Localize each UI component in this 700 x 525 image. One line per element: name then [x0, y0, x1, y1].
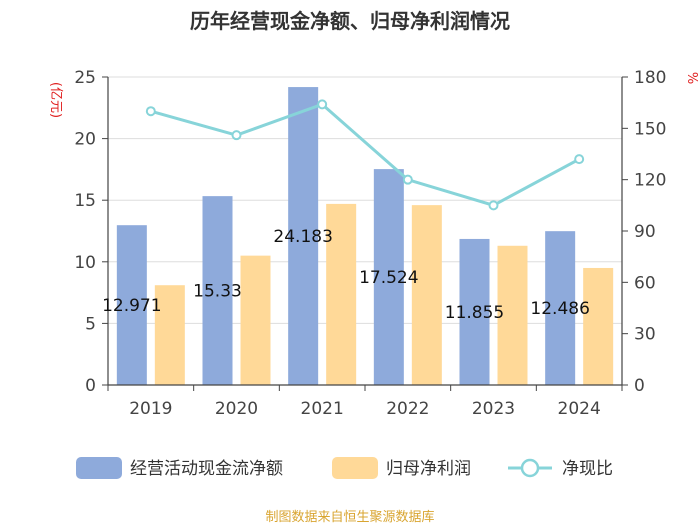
bar-operating-cashflow — [116, 225, 147, 385]
bar-net-profit — [411, 205, 442, 385]
legend-swatch-netprofit — [332, 457, 378, 479]
x-tick-label: 2022 — [386, 399, 429, 419]
y-left-tick-label: 25 — [74, 68, 96, 88]
legend-label-ratio: 净现比 — [562, 459, 613, 479]
bar-net-profit — [154, 285, 185, 385]
ratio-point — [317, 99, 328, 110]
x-tick-label: 2023 — [472, 399, 515, 419]
legend-label-cashflow: 经营活动现金流净额 — [130, 459, 283, 479]
grid — [108, 76, 622, 324]
y-left-tick-label: 0 — [85, 376, 96, 396]
bar-data-label: 24.183 — [273, 227, 332, 247]
bar-data-label: 12.486 — [530, 299, 589, 319]
x-tick-label: 2021 — [301, 399, 344, 419]
legend-swatch-cashflow — [76, 457, 122, 479]
bar-operating-cashflow — [545, 231, 576, 385]
y-left-tick-label: 15 — [74, 191, 96, 211]
source-note: 制图数据来自恒生聚源数据库 — [265, 509, 434, 525]
y-right-tick-label: 180 — [634, 68, 666, 88]
legend: 经营活动现金流净额 归母净利润 净现比 — [76, 457, 613, 479]
axes: 0 5 10 15 20 25 0 30 60 90 120 150 180 2019 2020 2021 20… — [74, 68, 666, 419]
x-tick-label: 2020 — [215, 399, 258, 419]
y-right-tick-label: 150 — [634, 119, 666, 139]
bar-net-profit — [583, 267, 614, 385]
x-tick-label: 2019 — [129, 399, 172, 419]
y-right-tick-label: 30 — [634, 325, 656, 345]
bar-data-label: 17.524 — [359, 268, 418, 288]
ratio-point — [488, 200, 499, 211]
y-left-tick-label: 5 — [85, 314, 96, 334]
ratio-line — [145, 99, 585, 211]
bar-net-profit — [326, 203, 357, 385]
bar-data-label: 15.33 — [193, 282, 242, 302]
chart-title: 历年经营现金净额、归母净利润情况 — [190, 9, 510, 33]
y-right-tick-label: 90 — [634, 222, 656, 242]
bar-data-label: 11.855 — [445, 303, 504, 323]
bar-operating-cashflow — [373, 169, 404, 385]
bar-net-profit — [497, 245, 528, 385]
y-axis-left-label: (亿元) — [48, 82, 63, 118]
ratio-point — [145, 106, 156, 117]
y-right-tick-label: 60 — [634, 273, 656, 293]
y-right-tick-label: 120 — [634, 171, 666, 191]
bar-data-label: 12.971 — [102, 296, 161, 316]
bar-operating-cashflow — [202, 196, 233, 385]
bar-net-profit — [240, 255, 271, 385]
legend-marker-ratio — [520, 458, 540, 478]
ratio-point — [574, 154, 585, 165]
bar-operating-cashflow — [288, 87, 319, 386]
ratio-point — [402, 174, 413, 185]
x-tick-label: 2024 — [558, 399, 601, 419]
bar-operating-cashflow — [459, 238, 490, 385]
bars — [116, 87, 614, 386]
ratio-polyline — [150, 102, 580, 207]
y-right-tick-label: 0 — [634, 376, 645, 396]
y-left-tick-label: 20 — [74, 130, 96, 150]
legend-label-netprofit: 归母净利润 — [386, 459, 471, 479]
data-labels: 12.971 15.33 24.183 17.524 11.855 12.486 — [102, 227, 590, 323]
y-axis-right-label: % — [684, 72, 699, 84]
ratio-point — [231, 130, 242, 141]
y-left-tick-label: 10 — [74, 253, 96, 273]
